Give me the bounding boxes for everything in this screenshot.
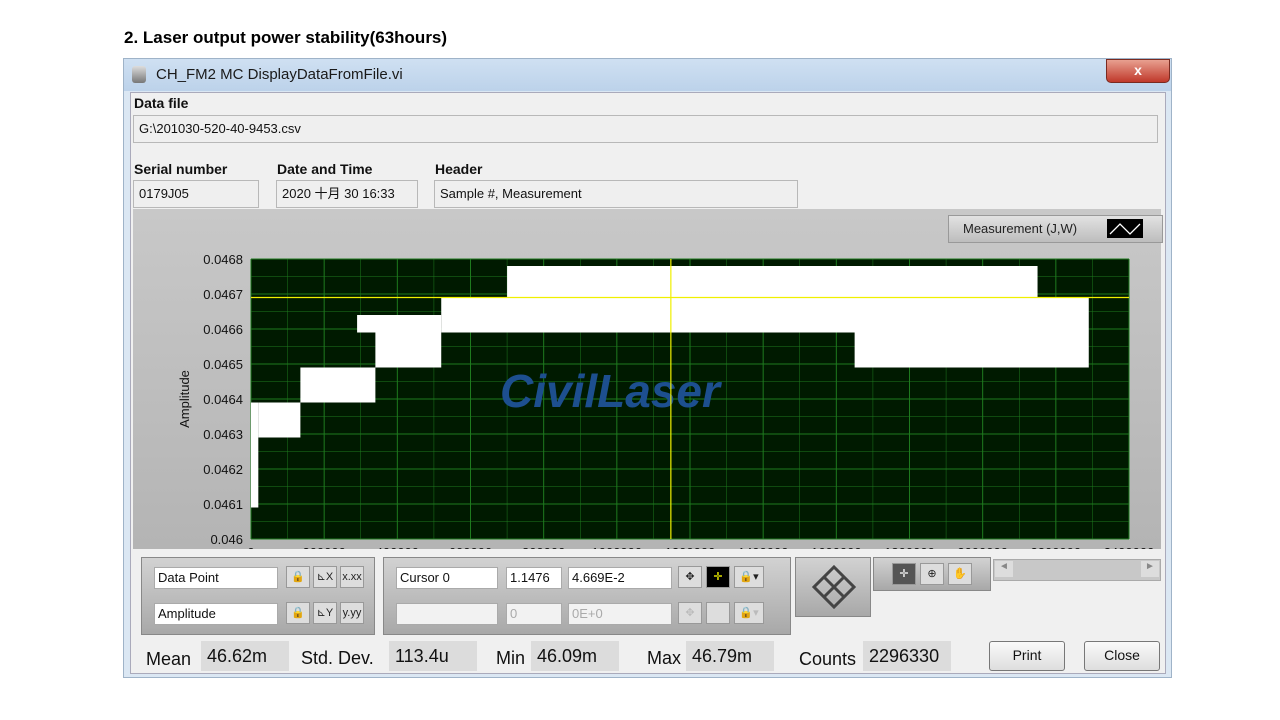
x-tick-label: 1400000: [738, 545, 789, 549]
zoom-tool-icon[interactable]: ⊕: [920, 563, 944, 585]
cursor-lock-icon[interactable]: 🔒▾: [734, 566, 764, 588]
y-axis-name[interactable]: Amplitude: [154, 603, 278, 625]
data-file-label: Data file: [134, 95, 189, 111]
cursor-name[interactable]: Cursor 0: [396, 567, 498, 589]
data-band: [441, 297, 1089, 333]
x-tick-label: 400000: [376, 545, 419, 549]
front-panel: Data file G:\201030-520-40-9453.csv Seri…: [130, 92, 1166, 674]
header-field[interactable]: Sample #, Measurement: [434, 180, 798, 208]
data-band: [854, 332, 1089, 368]
y-tick-label: 0.046: [210, 532, 243, 547]
x-axis-name[interactable]: Data Point: [154, 567, 278, 589]
x-tick-label: 2400000: [1104, 545, 1155, 549]
x-format-button[interactable]: x.xx: [340, 566, 364, 588]
x-tick-label: 2000000: [957, 545, 1008, 549]
data-band: [357, 315, 442, 333]
serial-number-field[interactable]: 0179J05: [133, 180, 259, 208]
y-autoscale-icon[interactable]: ⊾Y: [313, 602, 337, 624]
cursor-y-value[interactable]: 4.669E-2: [568, 567, 672, 589]
x-tick-label: 600000: [449, 545, 492, 549]
lock-icon[interactable]: 🔒: [286, 602, 310, 624]
mean-label: Mean: [146, 649, 192, 669]
data-band: [507, 266, 1038, 298]
watermark-logo: CivilLaser: [500, 365, 722, 417]
y-tick-label: 0.0464: [203, 392, 243, 407]
cursor2-y-value[interactable]: 0E+0: [568, 603, 672, 625]
cursor-mover[interactable]: [795, 557, 871, 617]
date-time-label: Date and Time: [277, 161, 373, 177]
serial-number-label: Serial number: [134, 161, 228, 177]
line-style-icon: [1107, 219, 1143, 238]
x-tick-label: 1200000: [665, 545, 716, 549]
window-title: CH_FM2 MC DisplayDataFromFile.vi: [156, 66, 403, 83]
lock-icon[interactable]: 🔒: [286, 566, 310, 588]
data-file-field[interactable]: G:\201030-520-40-9453.csv: [133, 115, 1158, 143]
x-tick-label: 800000: [522, 545, 565, 549]
move-cursor-icon[interactable]: ✥: [678, 602, 702, 624]
graph-palette: ✛ ⊕ ✋: [873, 557, 991, 591]
cursor-lock-icon[interactable]: 🔒▾: [734, 602, 764, 624]
std-dev-label: Std. Dev.: [301, 648, 374, 668]
mean-value: 46.62m: [201, 641, 289, 671]
cursor-x-value[interactable]: 1.1476: [506, 567, 562, 589]
app-icon: [132, 66, 146, 83]
cursor-style-icon[interactable]: [706, 602, 730, 624]
diamond-navigation-icon: [812, 565, 856, 609]
counts-value: 2296330: [863, 641, 951, 671]
y-tick-label: 0.0465: [203, 357, 243, 372]
y-tick-label: 0.0462: [203, 462, 243, 477]
std-dev-value: 113.4u: [389, 641, 477, 671]
data-band: [300, 367, 376, 403]
y-tick-label: 0.0463: [203, 427, 243, 442]
scroll-right-icon[interactable]: ►: [1141, 561, 1159, 577]
close-button[interactable]: Close: [1084, 641, 1160, 671]
data-band: [375, 332, 442, 368]
pan-hand-icon[interactable]: ✋: [948, 563, 972, 585]
cursor-style-icon[interactable]: ✛: [706, 566, 730, 588]
plot-area[interactable]: CivilLaser 0 200000 400000 600000 800000 10000…: [131, 209, 1161, 549]
data-band: [258, 402, 301, 438]
data-band: [251, 402, 259, 508]
scroll-left-icon[interactable]: ◄: [995, 561, 1013, 577]
window-close-button[interactable]: x: [1106, 59, 1170, 83]
y-format-button[interactable]: y.yy: [340, 602, 364, 624]
title-bar: CH_FM2 MC DisplayDataFromFile.vi x: [124, 59, 1171, 91]
max-label: Max: [647, 648, 682, 668]
min-label: Min: [496, 648, 526, 668]
max-value: 46.79m: [686, 641, 774, 671]
legend-label: Measurement (J,W): [963, 221, 1078, 236]
horizontal-scrollbar[interactable]: ◄ ►: [993, 559, 1161, 581]
x-tick-label: 200000: [302, 545, 345, 549]
x-tick-label: 1800000: [884, 545, 935, 549]
scale-legend: Data Point 🔒 ⊾X x.xx Amplitude 🔒 ⊾Y y.yy: [141, 557, 375, 635]
crosshair-tool-icon[interactable]: ✛: [892, 563, 916, 585]
print-button[interactable]: Print: [989, 641, 1065, 671]
cursor-legend: Cursor 0 1.1476 4.669E-2 ✥ ✛ 🔒▾ 0 0E+0 ✥…: [383, 557, 791, 635]
header-label: Header: [435, 161, 483, 177]
counts-label: Counts: [799, 649, 857, 669]
y-tick-label: 0.0468: [203, 252, 243, 267]
min-value: 46.09m: [531, 641, 619, 671]
date-time-field[interactable]: 2020 十月 30 16:33: [276, 180, 418, 208]
x-tick-label: 2200000: [1031, 545, 1082, 549]
move-cursor-icon[interactable]: ✥: [678, 566, 702, 588]
x-tick-label: 1000000: [592, 545, 643, 549]
labview-window: CH_FM2 MC DisplayDataFromFile.vi x Data …: [123, 58, 1172, 678]
y-axis-label: Amplitude: [177, 370, 192, 428]
y-tick-label: 0.0466: [203, 322, 243, 337]
page-heading: 2. Laser output power stability(63hours): [124, 28, 448, 47]
cursor2-x-value[interactable]: 0: [506, 603, 562, 625]
x-tick-label: 0: [247, 545, 254, 549]
cursor2-name[interactable]: [396, 603, 498, 625]
x-autoscale-icon[interactable]: ⊾X: [313, 566, 337, 588]
x-tick-label: 1600000: [811, 545, 862, 549]
y-tick-label: 0.0461: [203, 497, 243, 512]
plot-legend[interactable]: Measurement (J,W): [948, 215, 1163, 243]
y-tick-label: 0.0467: [203, 287, 243, 302]
